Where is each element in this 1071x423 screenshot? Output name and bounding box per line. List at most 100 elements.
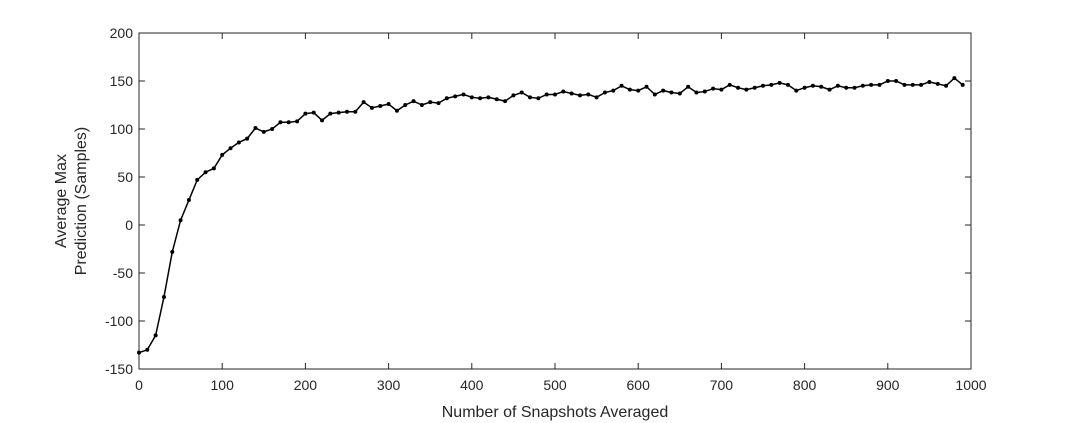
data-point — [378, 103, 383, 108]
data-point — [652, 92, 657, 97]
x-tick-label: 800 — [793, 377, 817, 393]
data-point — [245, 136, 250, 141]
x-axis: 0 100 200 300 400 500 600 700 800 900 1000 — [135, 33, 987, 393]
data-point — [361, 100, 366, 105]
x-tick-label: 0 — [135, 377, 143, 393]
data-point — [877, 82, 882, 87]
series-markers — [137, 76, 965, 355]
data-point — [785, 82, 790, 87]
data-point — [536, 96, 541, 101]
data-point — [960, 82, 965, 87]
data-point — [236, 140, 241, 145]
data-point — [935, 81, 940, 86]
data-point — [153, 333, 158, 338]
data-point — [286, 120, 291, 125]
data-point — [777, 80, 782, 85]
y-tick-label: 100 — [110, 121, 134, 137]
data-point — [145, 347, 150, 352]
data-point — [869, 82, 874, 87]
data-point — [902, 82, 907, 87]
data-point — [952, 76, 957, 81]
x-tick-label: 500 — [543, 377, 567, 393]
x-tick-label: 100 — [211, 377, 235, 393]
data-point — [137, 350, 141, 355]
data-point — [186, 198, 191, 203]
data-point — [702, 89, 707, 94]
data-point — [727, 82, 732, 87]
data-point — [719, 87, 724, 92]
data-point — [569, 91, 574, 96]
data-point — [519, 90, 524, 95]
data-point — [403, 103, 408, 107]
data-point — [336, 110, 341, 115]
data-point — [694, 90, 699, 95]
data-point — [295, 119, 300, 124]
data-point — [752, 85, 757, 90]
data-point — [369, 105, 374, 110]
data-point — [453, 94, 458, 99]
data-point — [261, 129, 266, 134]
data-point — [528, 95, 533, 100]
data-point — [494, 97, 499, 102]
data-point — [461, 92, 466, 97]
data-point — [178, 218, 183, 223]
data-point — [270, 127, 275, 131]
data-point — [478, 96, 483, 101]
data-point — [852, 85, 857, 90]
data-point — [619, 83, 624, 88]
data-point — [769, 82, 774, 87]
data-point — [711, 86, 716, 91]
data-point — [436, 101, 441, 106]
y-tick-label: 150 — [110, 73, 134, 89]
data-point — [661, 88, 666, 93]
y-tick-label: 200 — [110, 25, 134, 41]
data-point — [819, 84, 824, 89]
data-point — [278, 120, 283, 125]
y-axis: -150 -100 -50 0 50 100 150 200 — [105, 25, 971, 377]
data-point — [311, 110, 316, 115]
data-point — [161, 295, 166, 299]
x-tick-label: 300 — [377, 377, 401, 393]
data-point — [669, 90, 674, 95]
y-tick-label: 50 — [117, 169, 133, 185]
data-point — [303, 111, 308, 116]
plot-area — [138, 32, 972, 370]
data-point — [944, 83, 949, 88]
series-line — [138, 77, 964, 354]
data-point — [910, 82, 915, 87]
data-point — [345, 109, 349, 114]
data-point — [419, 103, 424, 107]
y-tick-label: 0 — [125, 217, 133, 233]
data-point — [511, 93, 516, 98]
data-point — [320, 118, 325, 123]
data-point — [503, 99, 508, 104]
x-tick-label: 600 — [627, 377, 651, 393]
data-point — [860, 83, 865, 88]
data-point — [586, 92, 591, 97]
data-point — [885, 79, 890, 83]
y-axis-label-line-1: Average Max — [53, 154, 70, 248]
data-point — [602, 90, 607, 95]
data-point — [627, 87, 632, 92]
x-tick-label: 200 — [294, 377, 318, 393]
data-point — [677, 91, 682, 96]
data-point — [894, 79, 899, 83]
y-tick-label: -100 — [105, 313, 133, 329]
x-tick-label: 1000 — [955, 377, 986, 393]
data-point — [827, 87, 832, 92]
data-point — [486, 95, 491, 100]
y-axis-label-line-2: Prediction (Samples) — [73, 127, 90, 276]
y-tick-label: -150 — [105, 361, 133, 377]
data-point — [228, 146, 233, 151]
data-point — [835, 83, 840, 88]
data-point — [744, 87, 749, 92]
data-point — [577, 93, 582, 98]
data-point — [561, 89, 566, 94]
data-point — [611, 88, 616, 93]
data-point — [253, 126, 258, 131]
data-point — [469, 95, 474, 100]
data-point — [636, 88, 641, 93]
data-point — [386, 102, 391, 107]
data-point — [211, 166, 216, 171]
